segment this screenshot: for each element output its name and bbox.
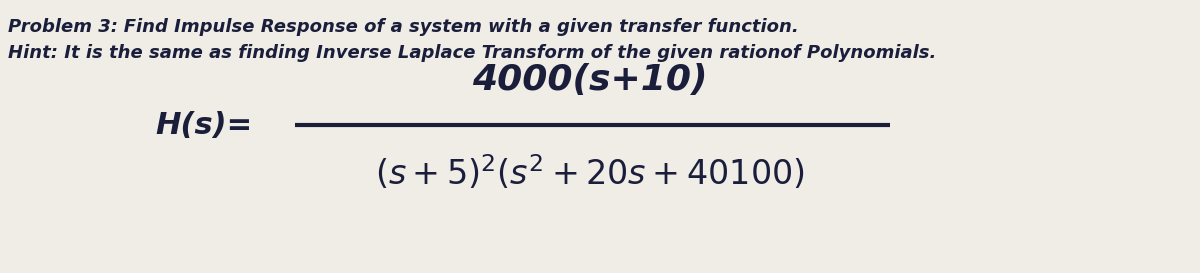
Text: Hint: It is the same as finding Inverse Laplace Transform of the given rationof : Hint: It is the same as finding Inverse … [8, 44, 936, 62]
Text: $(s+5)^2(s^2+20s+40100)$: $(s+5)^2(s^2+20s+40100)$ [376, 154, 805, 192]
Text: H(s)=: H(s)= [155, 111, 252, 140]
Text: Problem 3:: Problem 3: [8, 18, 118, 36]
Text: Find Impulse Response of a system with a given transfer function.: Find Impulse Response of a system with a… [106, 18, 799, 36]
Text: 4000(s+10): 4000(s+10) [473, 63, 708, 97]
